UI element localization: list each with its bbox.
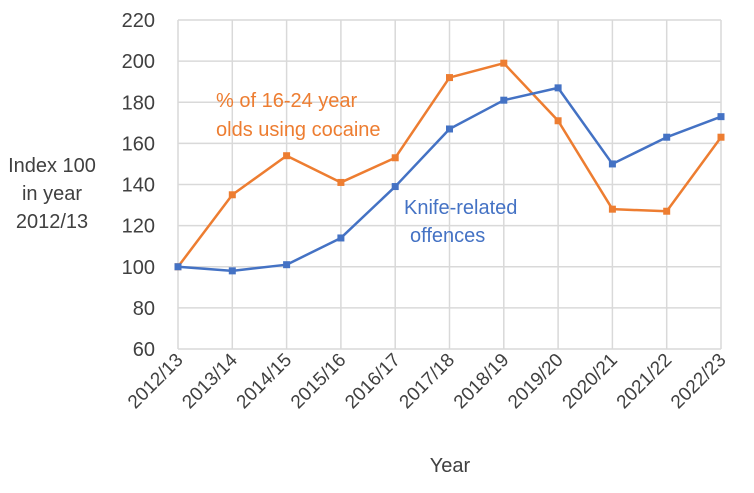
x-axis-title: Year: [430, 455, 471, 477]
y-axis-title-line-3: 2012/13: [16, 211, 88, 233]
knife-data-point: [174, 263, 182, 271]
knife-data-point: [608, 160, 616, 168]
x-axis-ticks: 2012/132013/142014/152015/162016/172017/…: [124, 349, 730, 413]
knife-data-point: [500, 96, 508, 104]
knife-data-point: [717, 113, 725, 121]
x-tick-label: 2022/23: [667, 350, 730, 413]
y-tick-label: 100: [122, 257, 155, 279]
knife-data-point: [283, 261, 291, 269]
cocaine-data-point: [717, 133, 725, 141]
x-tick-label: 2015/16: [287, 350, 350, 413]
y-tick-label: 160: [122, 133, 155, 155]
cocaine-data-point: [663, 207, 671, 215]
knife-data-point: [663, 133, 671, 141]
x-tick-label: 2013/14: [178, 349, 242, 413]
x-tick-label: 2016/17: [341, 350, 404, 413]
knife-data-point: [554, 84, 562, 92]
knife-series-label-line-1: Knife-related: [404, 197, 517, 219]
knife-series-label-line-2: offences: [410, 225, 485, 247]
cocaine-data-point: [446, 74, 453, 82]
y-tick-label: 60: [133, 339, 155, 361]
cocaine-data-point: [500, 59, 508, 67]
x-tick-label: 2019/20: [504, 350, 567, 413]
y-tick-label: 120: [122, 216, 155, 238]
y-axis-title-line-2: in year: [22, 183, 82, 205]
cocaine-data-point: [608, 205, 616, 213]
cocaine-series-label-line-1: % of 16-24 year: [216, 90, 358, 112]
knife-data-point: [228, 267, 236, 275]
x-tick-label: 2017/18: [396, 350, 459, 413]
cocaine-data-point: [391, 154, 399, 162]
x-tick-label: 2020/21: [559, 350, 622, 413]
cocaine-data-point: [337, 178, 345, 186]
y-tick-label: 80: [133, 298, 155, 320]
y-axis-title-line-1: Index 100: [8, 155, 96, 177]
x-tick-label: 2018/19: [450, 350, 513, 413]
y-tick-label: 140: [122, 175, 155, 197]
cocaine-series-label-line-2: olds using cocaine: [216, 119, 381, 141]
cocaine-data-point: [283, 152, 291, 160]
gridlines: [177, 19, 722, 350]
y-axis-ticks: 60 80 100 120 140 160 180 200 220: [122, 10, 155, 361]
knife-data-point: [337, 234, 345, 242]
x-tick-label: 2014/15: [233, 350, 296, 413]
series-lines: [174, 59, 725, 275]
cocaine-data-point: [554, 117, 562, 125]
y-tick-label: 220: [122, 10, 155, 32]
y-tick-label: 200: [122, 51, 155, 73]
x-tick-label: 2021/22: [613, 350, 676, 413]
cocaine-data-point: [228, 191, 236, 199]
knife-data-point: [446, 125, 453, 133]
knife-data-point: [391, 183, 399, 191]
y-tick-label: 180: [122, 92, 155, 114]
